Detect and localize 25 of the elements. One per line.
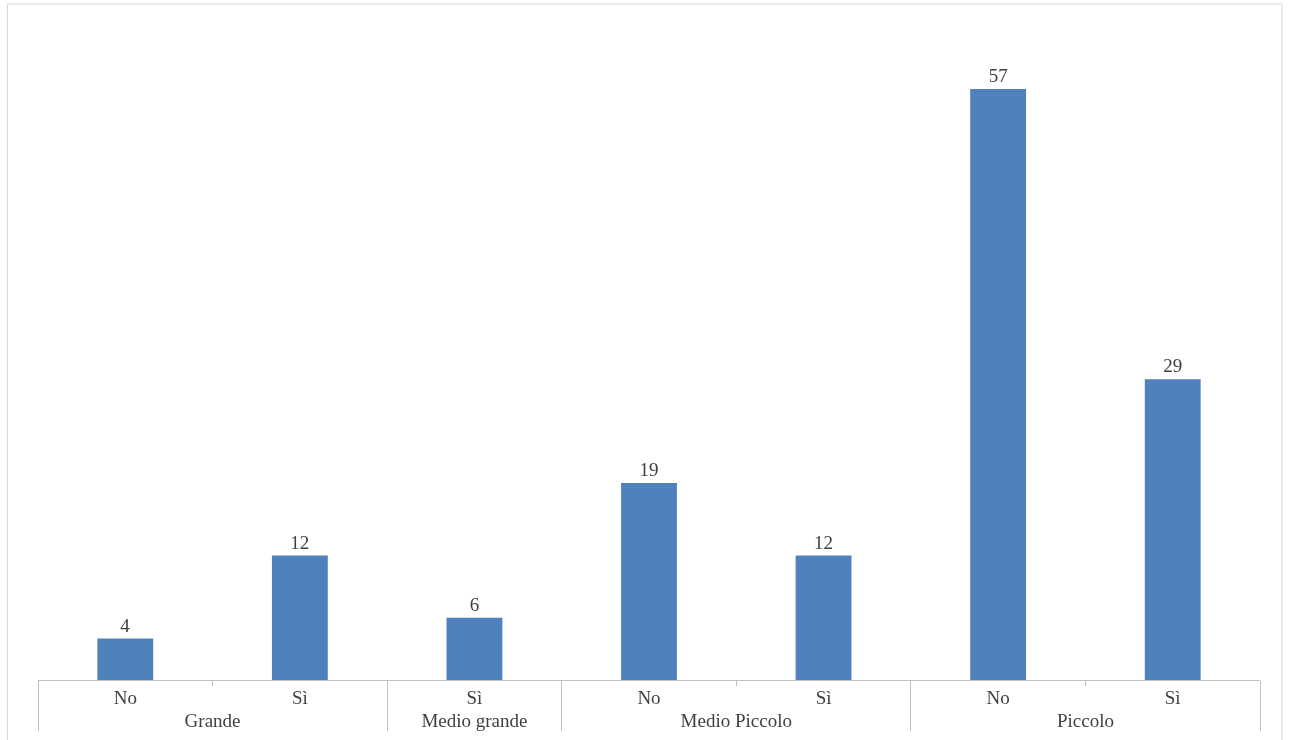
- data-label: 6: [469, 593, 480, 615]
- bar: [271, 555, 328, 680]
- category-label: Sì: [466, 686, 483, 708]
- category-label: Sì: [291, 686, 308, 708]
- bar: [446, 617, 503, 680]
- category-label: Sì: [815, 686, 832, 708]
- bar: [795, 555, 852, 680]
- bar: [970, 89, 1027, 680]
- bar: [1144, 379, 1201, 680]
- data-label: 57: [988, 65, 1008, 87]
- category-label: Piccolo: [1056, 709, 1114, 731]
- category-label: No: [113, 686, 137, 708]
- data-label: 19: [639, 459, 659, 481]
- category-label: Medio Piccolo: [680, 709, 792, 731]
- data-label: 12: [814, 531, 834, 553]
- data-label: 29: [1163, 355, 1183, 377]
- category-label: Medio grande: [421, 709, 528, 731]
- bar: [97, 638, 154, 680]
- category-label: Grande: [184, 709, 241, 731]
- data-label: 12: [290, 531, 310, 553]
- bar: [621, 483, 677, 680]
- category-label: Sì: [1164, 686, 1181, 708]
- category-label: No: [637, 686, 661, 708]
- category-label: No: [986, 686, 1010, 708]
- data-label: 4: [120, 614, 131, 636]
